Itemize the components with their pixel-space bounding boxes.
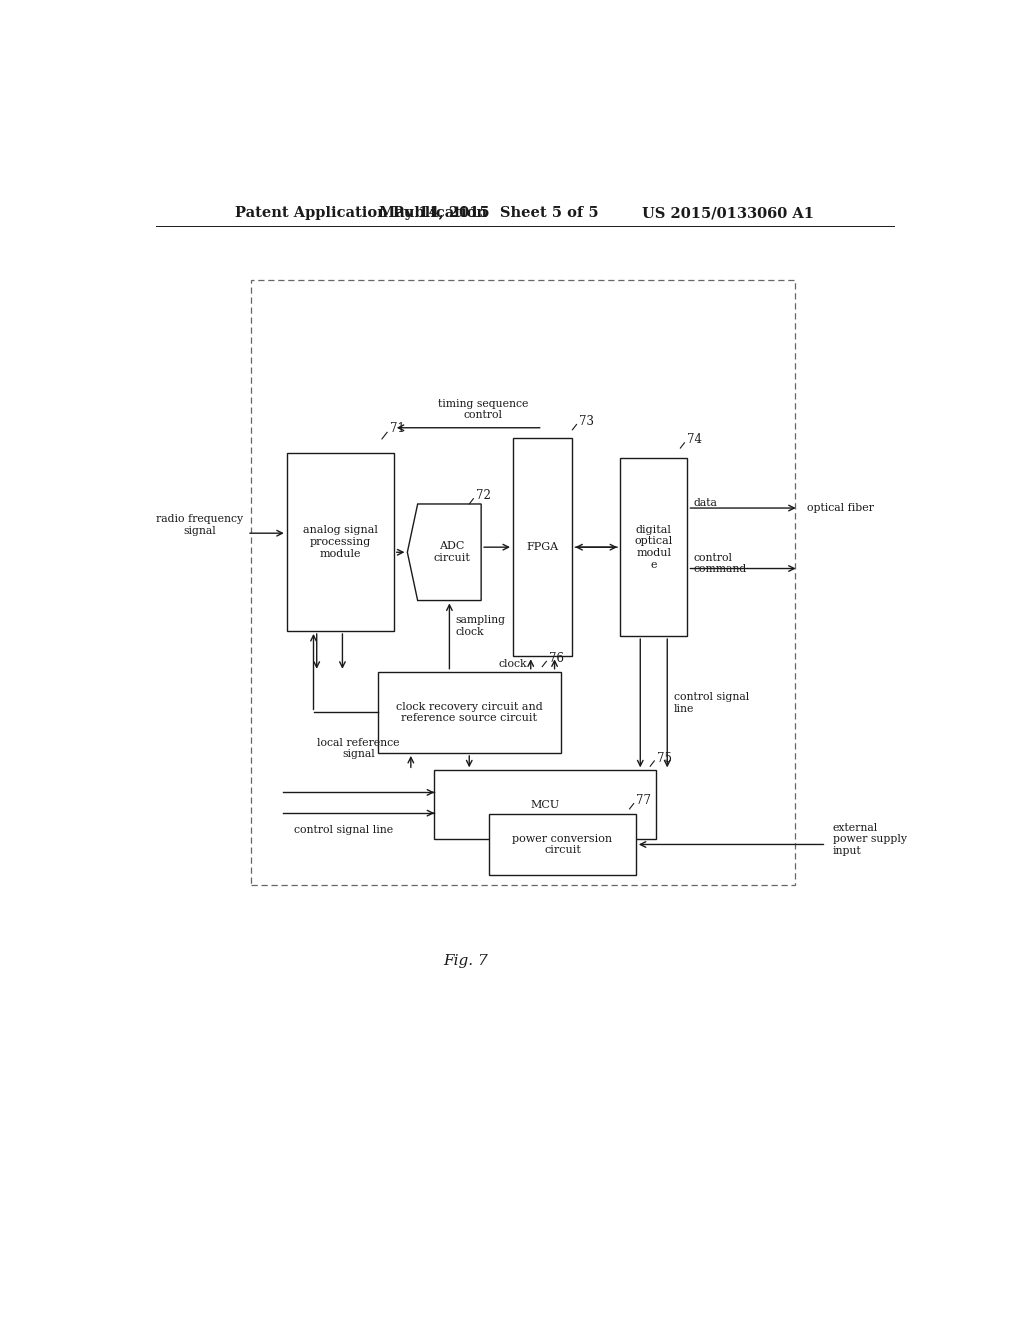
- Bar: [433, 771, 655, 840]
- Bar: [489, 814, 636, 875]
- Text: radio frequency
signal: radio frequency signal: [156, 515, 243, 536]
- Text: Patent Application Publication: Patent Application Publication: [236, 206, 487, 220]
- Text: local reference
signal: local reference signal: [317, 738, 400, 759]
- Polygon shape: [408, 504, 481, 601]
- Text: data: data: [694, 498, 718, 508]
- Text: control
command: control command: [694, 553, 748, 574]
- Text: 73: 73: [579, 416, 594, 428]
- Text: sampling
clock: sampling clock: [456, 615, 506, 636]
- Text: timing sequence
control: timing sequence control: [438, 399, 528, 420]
- Text: FPGA: FPGA: [526, 543, 559, 552]
- Bar: [287, 453, 394, 631]
- Bar: [620, 458, 687, 636]
- Bar: [378, 672, 560, 752]
- Text: control signal
line: control signal line: [674, 693, 749, 714]
- Bar: [513, 438, 572, 656]
- Text: May 14, 2015  Sheet 5 of 5: May 14, 2015 Sheet 5 of 5: [379, 206, 599, 220]
- Text: control signal line: control signal line: [294, 825, 392, 836]
- Text: 77: 77: [636, 795, 651, 808]
- Text: clock recovery circuit and
reference source circuit: clock recovery circuit and reference sou…: [396, 701, 543, 723]
- Text: 74: 74: [687, 433, 701, 446]
- Bar: [251, 280, 795, 886]
- Text: MCU: MCU: [530, 800, 559, 810]
- Text: digital
optical
modul
e: digital optical modul e: [635, 525, 673, 569]
- Text: clock: clock: [498, 659, 526, 669]
- Text: external
power supply
input: external power supply input: [833, 822, 906, 855]
- Text: US 2015/0133060 A1: US 2015/0133060 A1: [642, 206, 814, 220]
- Text: power conversion
circuit: power conversion circuit: [512, 834, 612, 855]
- Text: optical fiber: optical fiber: [807, 503, 873, 513]
- Text: 71: 71: [390, 422, 404, 436]
- Text: Fig. 7: Fig. 7: [443, 954, 487, 969]
- Text: ADC
circuit: ADC circuit: [433, 541, 470, 564]
- Text: 72: 72: [475, 490, 490, 503]
- Text: 75: 75: [656, 751, 672, 764]
- Text: analog signal
processing
module: analog signal processing module: [303, 525, 378, 558]
- Text: 76: 76: [549, 652, 563, 665]
